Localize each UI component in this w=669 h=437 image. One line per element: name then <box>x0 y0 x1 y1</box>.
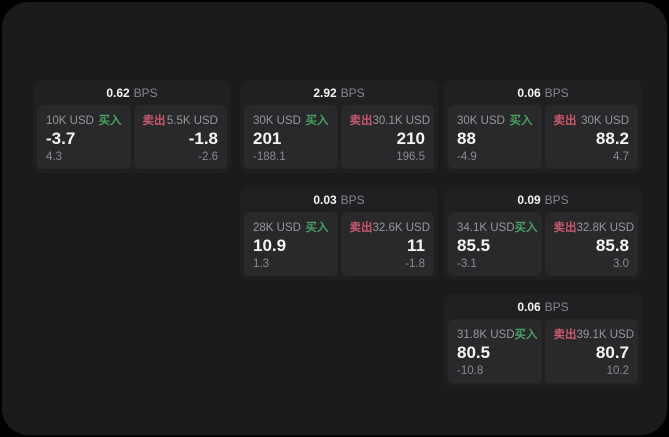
buy-quote-panel[interactable]: 34.1K USD 买入 85.5 -3.1 <box>448 212 542 276</box>
buy-notional: 10K USD <box>46 115 94 127</box>
bps-unit: BPS <box>340 85 365 100</box>
sell-price: 210 <box>396 129 425 149</box>
buy-price: 80.5 <box>457 343 491 363</box>
sell-price: 80.7 <box>595 343 629 363</box>
bps-header: 0.03 BPS <box>240 187 438 212</box>
sell-sub-value: 196.5 <box>396 151 425 163</box>
bps-header: 0.09 BPS <box>444 187 642 212</box>
sell-quote-panel[interactable]: 卖出 30K USD 88.2 4.7 <box>544 105 638 169</box>
sell-notional: 39.1K USD <box>576 329 635 341</box>
quote-card: 0.06 BPS 30K USD 买入 88 -4.9 卖出 30K USD 8… <box>444 80 642 173</box>
bps-header: 0.06 BPS <box>444 294 642 319</box>
quote-card: 0.09 BPS 34.1K USD 买入 85.5 -3.1 卖出 32.8K… <box>444 187 642 280</box>
sell-quote-panel[interactable]: 卖出 5.5K USD -1.8 -2.6 <box>133 105 227 169</box>
buy-notional: 30K USD <box>253 115 301 127</box>
buy-quote-panel[interactable]: 30K USD 买入 201 -188.1 <box>244 105 338 169</box>
buy-quote-panel[interactable]: 31.8K USD 买入 80.5 -10.8 <box>448 319 542 383</box>
sell-quote-panel[interactable]: 卖出 32.8K USD 85.8 3.0 <box>544 212 638 276</box>
quote-card: 0.62 BPS 10K USD 买入 -3.7 4.3 卖出 5.5K USD… <box>33 80 231 173</box>
bps-value: 0.62 <box>106 85 130 100</box>
buy-notional: 30K USD <box>457 115 505 127</box>
buy-price: -3.7 <box>46 129 76 149</box>
sell-price: -1.8 <box>188 129 218 149</box>
sell-tag: 卖出 <box>553 115 577 127</box>
bps-value: 0.09 <box>517 192 541 207</box>
buy-tag: 买入 <box>305 115 329 127</box>
buy-sub-value: -4.9 <box>457 151 477 163</box>
buy-sub-value: 4.3 <box>46 151 62 163</box>
quote-card: 0.03 BPS 28K USD 买入 10.9 1.3 卖出 32.6K US… <box>240 187 438 280</box>
sell-tag: 卖出 <box>142 115 166 127</box>
bps-header: 2.92 BPS <box>240 80 438 105</box>
buy-quote-panel[interactable]: 30K USD 买入 88 -4.9 <box>448 105 542 169</box>
sell-quote-panel[interactable]: 卖出 30.1K USD 210 196.5 <box>340 105 434 169</box>
sell-tag: 卖出 <box>349 115 373 127</box>
buy-tag: 买入 <box>305 222 329 234</box>
buy-quote-panel[interactable]: 10K USD 买入 -3.7 4.3 <box>37 105 131 169</box>
buy-price: 85.5 <box>457 236 491 256</box>
buy-tag: 买入 <box>514 329 538 341</box>
buy-notional: 28K USD <box>253 222 301 234</box>
buy-notional: 34.1K USD <box>457 222 515 234</box>
bps-unit: BPS <box>544 85 569 100</box>
buy-tag: 买入 <box>514 222 538 234</box>
sell-quote-panel[interactable]: 卖出 39.1K USD 80.7 10.2 <box>544 319 638 383</box>
bps-value: 2.92 <box>313 85 337 100</box>
quote-card: 0.06 BPS 31.8K USD 买入 80.5 -10.8 卖出 39.1… <box>444 294 642 387</box>
buy-sub-value: -3.1 <box>457 258 477 270</box>
sell-notional: 5.5K USD <box>166 115 218 127</box>
sell-notional: 30K USD <box>581 115 629 127</box>
buy-tag: 买入 <box>98 115 122 127</box>
sell-price: 11 <box>407 236 425 256</box>
sell-sub-value: -1.8 <box>405 258 425 270</box>
buy-quote-panel[interactable]: 28K USD 买入 10.9 1.3 <box>244 212 338 276</box>
bps-value: 0.03 <box>313 192 337 207</box>
sell-notional: 30.1K USD <box>372 115 431 127</box>
sell-sub-value: 3.0 <box>613 258 629 270</box>
buy-sub-value: -188.1 <box>253 151 286 163</box>
bps-unit: BPS <box>340 192 365 207</box>
sell-quote-panel[interactable]: 卖出 32.6K USD 11 -1.8 <box>340 212 434 276</box>
quote-card: 2.92 BPS 30K USD 买入 201 -188.1 卖出 30.1K … <box>240 80 438 173</box>
bps-value: 0.06 <box>517 85 541 100</box>
buy-sub-value: -10.8 <box>457 365 484 377</box>
sell-sub-value: -2.6 <box>198 151 218 163</box>
sell-price: 85.8 <box>595 236 629 256</box>
sell-sub-value: 4.7 <box>613 151 629 163</box>
bps-unit: BPS <box>544 299 569 314</box>
sell-sub-value: 10.2 <box>606 365 629 377</box>
buy-price: 201 <box>253 129 282 149</box>
bps-header: 0.62 BPS <box>33 80 231 105</box>
bps-unit: BPS <box>133 85 158 100</box>
buy-price: 10.9 <box>253 236 287 256</box>
sell-tag: 卖出 <box>553 329 577 341</box>
bps-unit: BPS <box>544 192 569 207</box>
bps-header: 0.06 BPS <box>444 80 642 105</box>
buy-notional: 31.8K USD <box>457 329 515 341</box>
sell-notional: 32.6K USD <box>372 222 431 234</box>
sell-tag: 卖出 <box>349 222 373 234</box>
buy-tag: 买入 <box>509 115 533 127</box>
buy-price: 88 <box>457 129 476 149</box>
sell-price: 88.2 <box>595 129 629 149</box>
bps-value: 0.06 <box>517 299 541 314</box>
sell-notional: 32.8K USD <box>576 222 635 234</box>
sell-tag: 卖出 <box>553 222 577 234</box>
buy-sub-value: 1.3 <box>253 258 269 270</box>
